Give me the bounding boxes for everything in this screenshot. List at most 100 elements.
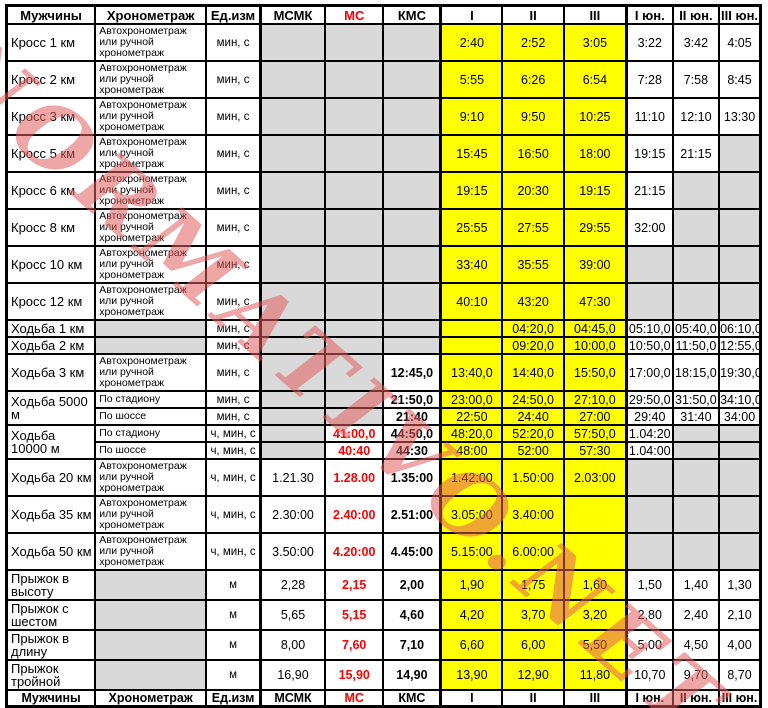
value-cell: 52:00 (501, 441, 565, 460)
value-cell: 1.21.30 (259, 458, 326, 497)
value-cell: 21:50,0 (382, 390, 442, 409)
value-cell: 8:45 (718, 60, 762, 99)
footer-header-10: II юн. (671, 689, 721, 708)
value-cell (382, 23, 442, 62)
table-row: Прыжок тройной м 16,90 15,90 14,90 13,90 12,90… (5, 659, 762, 691)
unit-cell: м (205, 629, 262, 661)
value-cell: 14:40,0 (501, 353, 565, 392)
timing-cell (94, 569, 208, 601)
value-cell: 19:15 (439, 171, 504, 210)
table-row: Кросс 6 км Автохронометраж или ручной хро… (5, 171, 762, 210)
value-cell (323, 390, 385, 409)
value-cell (259, 97, 326, 136)
value-cell (323, 171, 385, 210)
value-cell: 1,40 (671, 569, 721, 601)
value-cell: 52:20,0 (501, 424, 565, 443)
value-cell: 09:20,0 (501, 336, 565, 355)
value-cell (671, 458, 721, 497)
value-cell (718, 532, 762, 571)
value-cell: 10:50,0 (624, 336, 674, 355)
table-row: Прыжок с шестом м 5,65 5,15 4,60 4,20 3,70 3,20… (5, 599, 762, 631)
value-cell (718, 495, 762, 534)
value-cell: 2,00 (382, 569, 442, 601)
value-cell: 2,10 (718, 599, 762, 631)
timing-cell: По шоссе (94, 407, 208, 426)
value-cell: 34:00 (718, 407, 762, 426)
value-cell (718, 134, 762, 173)
value-cell (671, 424, 721, 443)
timing-cell: Автохронометраж или ручной хронометраж (94, 458, 208, 497)
unit-cell: мин, с (205, 336, 262, 355)
col-header-4: МС (323, 4, 385, 25)
value-cell (718, 171, 762, 210)
value-cell: 12:55,0 (718, 336, 762, 355)
value-cell: 41:00,0 (323, 424, 385, 443)
value-cell: 3,20 (562, 599, 628, 631)
unit-cell: ч, мин, с (205, 441, 262, 460)
value-cell: 24:40 (501, 407, 565, 426)
value-cell: 24:50,0 (501, 390, 565, 409)
value-cell: 6,60 (439, 629, 504, 661)
value-cell: 2,28 (259, 569, 326, 601)
value-cell: 2:40 (439, 23, 504, 62)
event-cell: Кросс 1 км (5, 23, 97, 62)
value-cell: 05:10,0 (624, 319, 674, 338)
unit-cell: мин, с (205, 407, 262, 426)
timing-cell: Автохронометраж или ручной хронометраж (94, 171, 208, 210)
value-cell: 29:40 (624, 407, 674, 426)
value-cell: 19:15 (562, 171, 628, 210)
value-cell (718, 424, 762, 443)
event-cell: Ходьба 1 км (5, 319, 97, 338)
value-cell: 1,90 (439, 569, 504, 601)
footer-header-8: III (562, 689, 628, 708)
value-cell: 2,80 (624, 599, 674, 631)
event-cell: Кросс 6 км (5, 171, 97, 210)
value-cell: 43:20 (501, 282, 565, 321)
value-cell: 31:40 (671, 407, 721, 426)
table-row: По шоссе ч, мин, с 40:40 44:30 48:00 52:00 57:… (7, 441, 762, 460)
table-row: Ходьба 10000 м По стадиону ч, мин, с 41:00,… (5, 424, 762, 460)
event-cell: Ходьба 35 км (5, 495, 97, 534)
value-cell (671, 171, 721, 210)
table-row: Кросс 2 км Автохронометраж или ручной хро… (5, 60, 762, 99)
value-cell: 4:05 (718, 23, 762, 62)
timing-cell: По шоссе (94, 441, 208, 460)
footer-header-11: III юн. (718, 689, 762, 708)
value-cell: 6.00:00 (501, 532, 565, 571)
value-cell: 1,50 (624, 569, 674, 601)
timing-cell: Автохронометраж или ручной хронометраж (94, 495, 208, 534)
col-header-7: II (501, 4, 565, 25)
value-cell: 9,70 (671, 659, 721, 691)
value-cell: 2.03:00 (562, 458, 628, 497)
col-header-9: I юн. (624, 4, 674, 25)
timing-cell (94, 336, 208, 355)
value-cell: 1.04:20 (624, 424, 674, 443)
event-cell: Прыжок в высоту (5, 569, 97, 601)
value-cell: 19:30,0 (718, 353, 762, 392)
value-cell: 23:00,0 (439, 390, 504, 409)
event-cell: Прыжок с шестом (5, 599, 97, 631)
value-cell: 12:10 (671, 97, 721, 136)
value-cell: 57:30 (562, 441, 628, 460)
value-cell: 7,60 (323, 629, 385, 661)
value-cell (718, 245, 762, 284)
value-cell: 12:45,0 (382, 353, 442, 392)
table-row: Кросс 3 км Автохронометраж или ручной хро… (5, 97, 762, 136)
unit-cell: ч, мин, с (205, 495, 262, 534)
event-cell: Кросс 3 км (5, 97, 97, 136)
value-cell: 11:50,0 (671, 336, 721, 355)
value-cell: 2:52 (501, 23, 565, 62)
value-cell: 12,90 (501, 659, 565, 691)
value-cell (671, 532, 721, 571)
unit-cell: м (205, 659, 262, 691)
value-cell (323, 208, 385, 247)
value-cell: 16,90 (259, 659, 326, 691)
value-cell (259, 23, 326, 62)
value-cell (671, 208, 721, 247)
table-row: Ходьба 35 км Автохронометраж или ручной х… (5, 495, 762, 534)
value-cell: 29:50,0 (624, 390, 674, 409)
value-cell: 44:50,0 (382, 424, 442, 443)
footer-header-5: КМС (382, 689, 442, 708)
value-cell: 8,70 (718, 659, 762, 691)
